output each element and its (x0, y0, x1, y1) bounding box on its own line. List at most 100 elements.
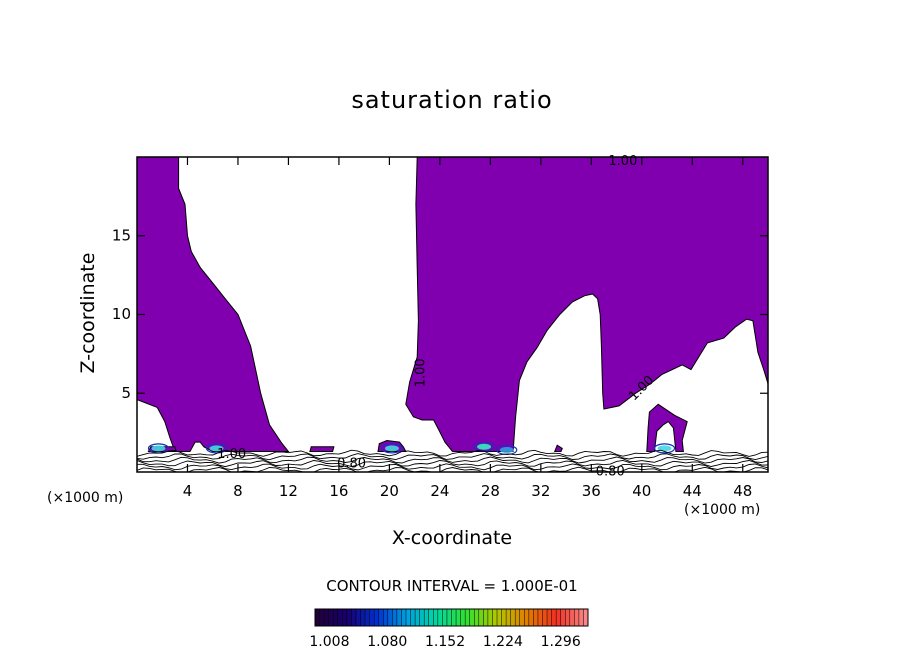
region-blob-33 (553, 444, 563, 452)
contour-label-1: 1.00 (413, 358, 428, 387)
y-tick-label: 5 (121, 384, 131, 402)
band-contour-2 (137, 459, 768, 468)
colorbar-bin (528, 609, 534, 626)
contour-label-4: 0.80 (337, 457, 366, 472)
region-left-plume (137, 157, 290, 452)
hotspot-2 (384, 445, 399, 452)
band-contour-4 (137, 453, 768, 461)
colorbar-bin (474, 609, 479, 626)
colorbar-bin (383, 609, 388, 626)
colorbar-bin (560, 609, 566, 626)
colorbar-bin (547, 609, 552, 626)
colorbar-tick-label: 1.224 (483, 634, 523, 650)
colorbar-frame (314, 608, 589, 627)
colorbar-bin (351, 609, 357, 626)
colorbar-bin (346, 609, 352, 626)
chart-title: saturation ratio (351, 86, 553, 114)
x-tick-label: 8 (233, 482, 243, 500)
colorbar-bin (478, 609, 484, 626)
contour-label-0: 1.00 (608, 154, 637, 169)
colorbar-bin (419, 609, 425, 626)
colorbar-bin (451, 609, 457, 626)
region-small-tower (646, 403, 688, 452)
region-right-plume (405, 157, 768, 452)
colorbar-bin (342, 609, 348, 626)
colorbar-bin (396, 609, 402, 626)
contour-interval-label: CONTOUR INTERVAL = 1.000E-01 (326, 577, 578, 595)
x-tick-label: 12 (279, 482, 298, 500)
colorbar-bin (583, 609, 589, 626)
colorbar-bin (374, 609, 379, 626)
colorbar-bin (556, 609, 561, 626)
cyan-hotspots (147, 441, 676, 456)
colorbar-bin (469, 609, 475, 626)
colorbar-bin (442, 609, 448, 626)
colorbar-bin (515, 609, 520, 626)
colorbar-bin (328, 609, 334, 626)
colorbar-bin (569, 609, 575, 626)
colorbar-bin (433, 609, 439, 626)
contour-label-3: 1.00 (217, 447, 246, 462)
colorbar-bin (506, 609, 511, 626)
x-tick-label: 32 (531, 482, 550, 500)
colorbar-bin (392, 609, 398, 626)
colorbar-bin (565, 609, 570, 626)
colorbar-bin (574, 609, 580, 626)
x-tick-label: 28 (481, 482, 500, 500)
colorbar-bin (483, 609, 489, 626)
x-tick-label: 20 (380, 482, 399, 500)
colorbar-tick-label: 1.008 (309, 634, 349, 650)
x-unit-label-right: (×1000 m) (684, 502, 761, 518)
x-axis-label: X-coordinate (391, 527, 513, 549)
colorbar-bin (378, 609, 384, 626)
colorbar-bin (465, 609, 470, 626)
colorbar-tick-label: 1.296 (541, 634, 581, 650)
colorbar-bin (410, 609, 416, 626)
colorbar-bin (401, 609, 407, 626)
colorbar-bin (446, 609, 452, 626)
hotspot-3 (477, 443, 492, 450)
colorbar-bin (369, 609, 375, 626)
colorbar-bin (542, 609, 548, 626)
band-contour-5 (137, 449, 768, 457)
colorbar-bin (460, 609, 466, 626)
colorbar-bin (355, 609, 361, 626)
colorbar-bin (424, 609, 429, 626)
colorbar-bin (533, 609, 539, 626)
filled-regions (137, 157, 768, 452)
region-blob-14 (309, 446, 335, 452)
y-tick-label: 15 (112, 226, 131, 244)
x-unit-label-left: (×1000 m) (47, 490, 124, 506)
x-tick-label: 40 (632, 482, 651, 500)
x-tick-label: 24 (430, 482, 449, 500)
colorbar-bin (551, 609, 557, 626)
hotspot-ring-2 (381, 443, 403, 454)
y-tick-label: 10 (112, 305, 131, 323)
colorbar-bin (365, 609, 370, 626)
hotspot-4 (499, 446, 514, 453)
colorbar-bin (519, 609, 525, 626)
colorbar-bin (487, 609, 493, 626)
x-tick-label: 36 (582, 482, 601, 500)
colorbar-bin (315, 609, 320, 626)
hotspot-ring-1 (205, 443, 228, 454)
hotspot-ring-5 (653, 443, 676, 454)
colorbar: 1.008 1.080 1.152 1.224 1.296 (309, 608, 589, 650)
colorbar-bin (406, 609, 411, 626)
colorbar-bin (428, 609, 434, 626)
x-tick-label: 16 (329, 482, 348, 500)
band-contour-3 (137, 456, 768, 464)
colorbar-tick-label: 1.080 (367, 634, 407, 650)
colorbar-tick-label: 1.152 (425, 634, 465, 650)
colorbar-bin (492, 609, 498, 626)
x-tick-label: 44 (683, 482, 702, 500)
colorbar-bin (497, 609, 502, 626)
colorbar-bin (537, 609, 543, 626)
colorbar-bin (319, 609, 325, 626)
colorbar-bin (510, 609, 516, 626)
x-tick-label: 4 (183, 482, 193, 500)
colorbar-bin (415, 609, 420, 626)
y-axis-label: Z-coordinate (77, 252, 99, 374)
